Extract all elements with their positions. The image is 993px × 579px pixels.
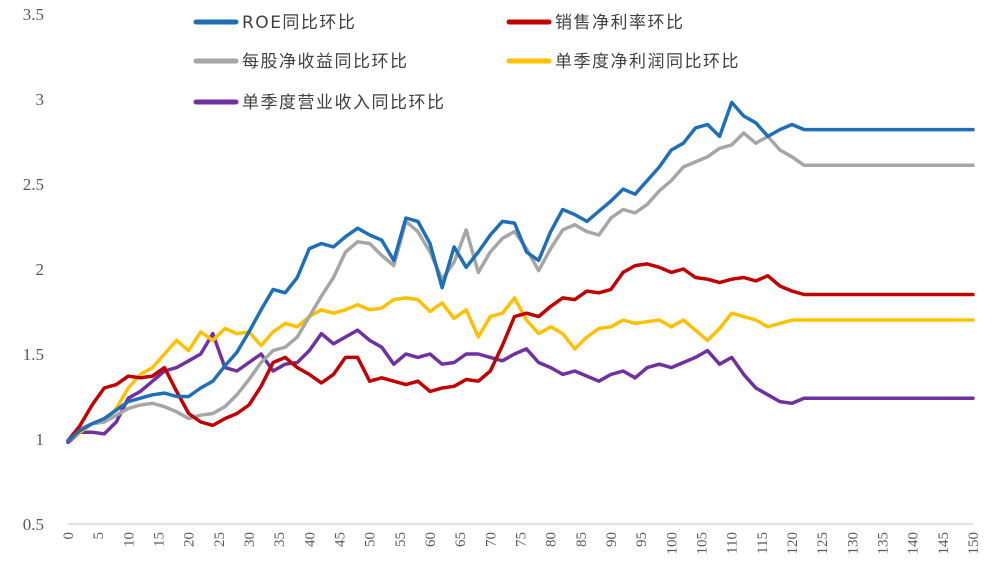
legend-label: ROE同比环比	[242, 13, 356, 33]
x-tick-label: 90	[604, 532, 620, 547]
y-axis-ticks: 0.5 1 1.5 2 2.5 3 3.5	[23, 5, 44, 534]
y-tick-label: 3.5	[23, 5, 44, 24]
x-tick-label: 140	[906, 532, 922, 555]
legend-item: 销售净利率环比	[506, 13, 685, 33]
y-tick-label: 0.5	[23, 515, 44, 534]
series-line-3	[66, 296, 975, 443]
x-tick-label: 0	[61, 532, 77, 540]
legend-item: 单季度净利润同比环比	[506, 52, 740, 72]
x-tick-label: 75	[514, 532, 530, 547]
x-tick-label: 20	[182, 532, 198, 547]
x-tick-label: 115	[755, 532, 771, 554]
legend-item: 单季度营业收入同比环比	[193, 93, 446, 113]
x-tick-label: 95	[634, 532, 650, 547]
x-tick-label: 145	[936, 532, 952, 555]
x-tick-label: 80	[544, 532, 560, 547]
y-tick-label: 1.5	[23, 345, 44, 364]
y-tick-label: 2.5	[23, 175, 44, 194]
x-tick-label: 10	[121, 532, 137, 547]
legend-item: ROE同比环比	[193, 13, 356, 33]
legend-label: 单季度净利润同比环比	[555, 52, 740, 72]
x-tick-label: 15	[152, 532, 168, 547]
x-tick-label: 120	[785, 532, 801, 555]
legend-label: 单季度营业收入同比环比	[242, 93, 446, 113]
legend-item: 每股净收益同比环比	[193, 52, 409, 72]
x-tick-label: 125	[815, 532, 831, 555]
series-lines	[66, 100, 975, 445]
x-tick-label: 110	[725, 532, 741, 554]
x-tick-label: 30	[242, 532, 258, 547]
x-tick-label: 5	[91, 532, 107, 540]
y-tick-label: 1	[36, 430, 45, 449]
series-line-4	[66, 328, 975, 445]
x-tick-label: 85	[574, 532, 590, 547]
x-tick-label: 100	[664, 532, 680, 555]
x-axis-ticks: 0 5 10 15 20 25 30 35 40 45 50 55 60 65 70 75 80 85 90 95 10…	[61, 532, 982, 555]
x-tick-label: 65	[453, 532, 469, 547]
series-line-1	[66, 262, 975, 443]
x-tick-label: 55	[393, 532, 409, 547]
series-line-2	[66, 131, 975, 443]
x-tick-label: 150	[966, 532, 982, 555]
x-tick-label: 70	[483, 532, 499, 547]
y-tick-label: 2	[36, 260, 45, 279]
x-tick-label: 50	[363, 532, 379, 547]
y-tick-label: 3	[36, 90, 45, 109]
x-tick-label: 25	[212, 532, 228, 547]
x-tick-label: 45	[333, 532, 349, 547]
x-tick-label: 135	[876, 532, 892, 555]
x-tick-label: 40	[302, 532, 318, 547]
x-tick-label: 60	[423, 532, 439, 547]
series-line-0	[66, 100, 975, 443]
x-tick-label: 105	[695, 532, 711, 555]
legend-label: 每股净收益同比环比	[242, 52, 409, 72]
x-tick-label: 35	[272, 532, 288, 547]
legend-label: 销售净利率环比	[555, 13, 685, 33]
x-tick-label: 130	[845, 532, 861, 555]
